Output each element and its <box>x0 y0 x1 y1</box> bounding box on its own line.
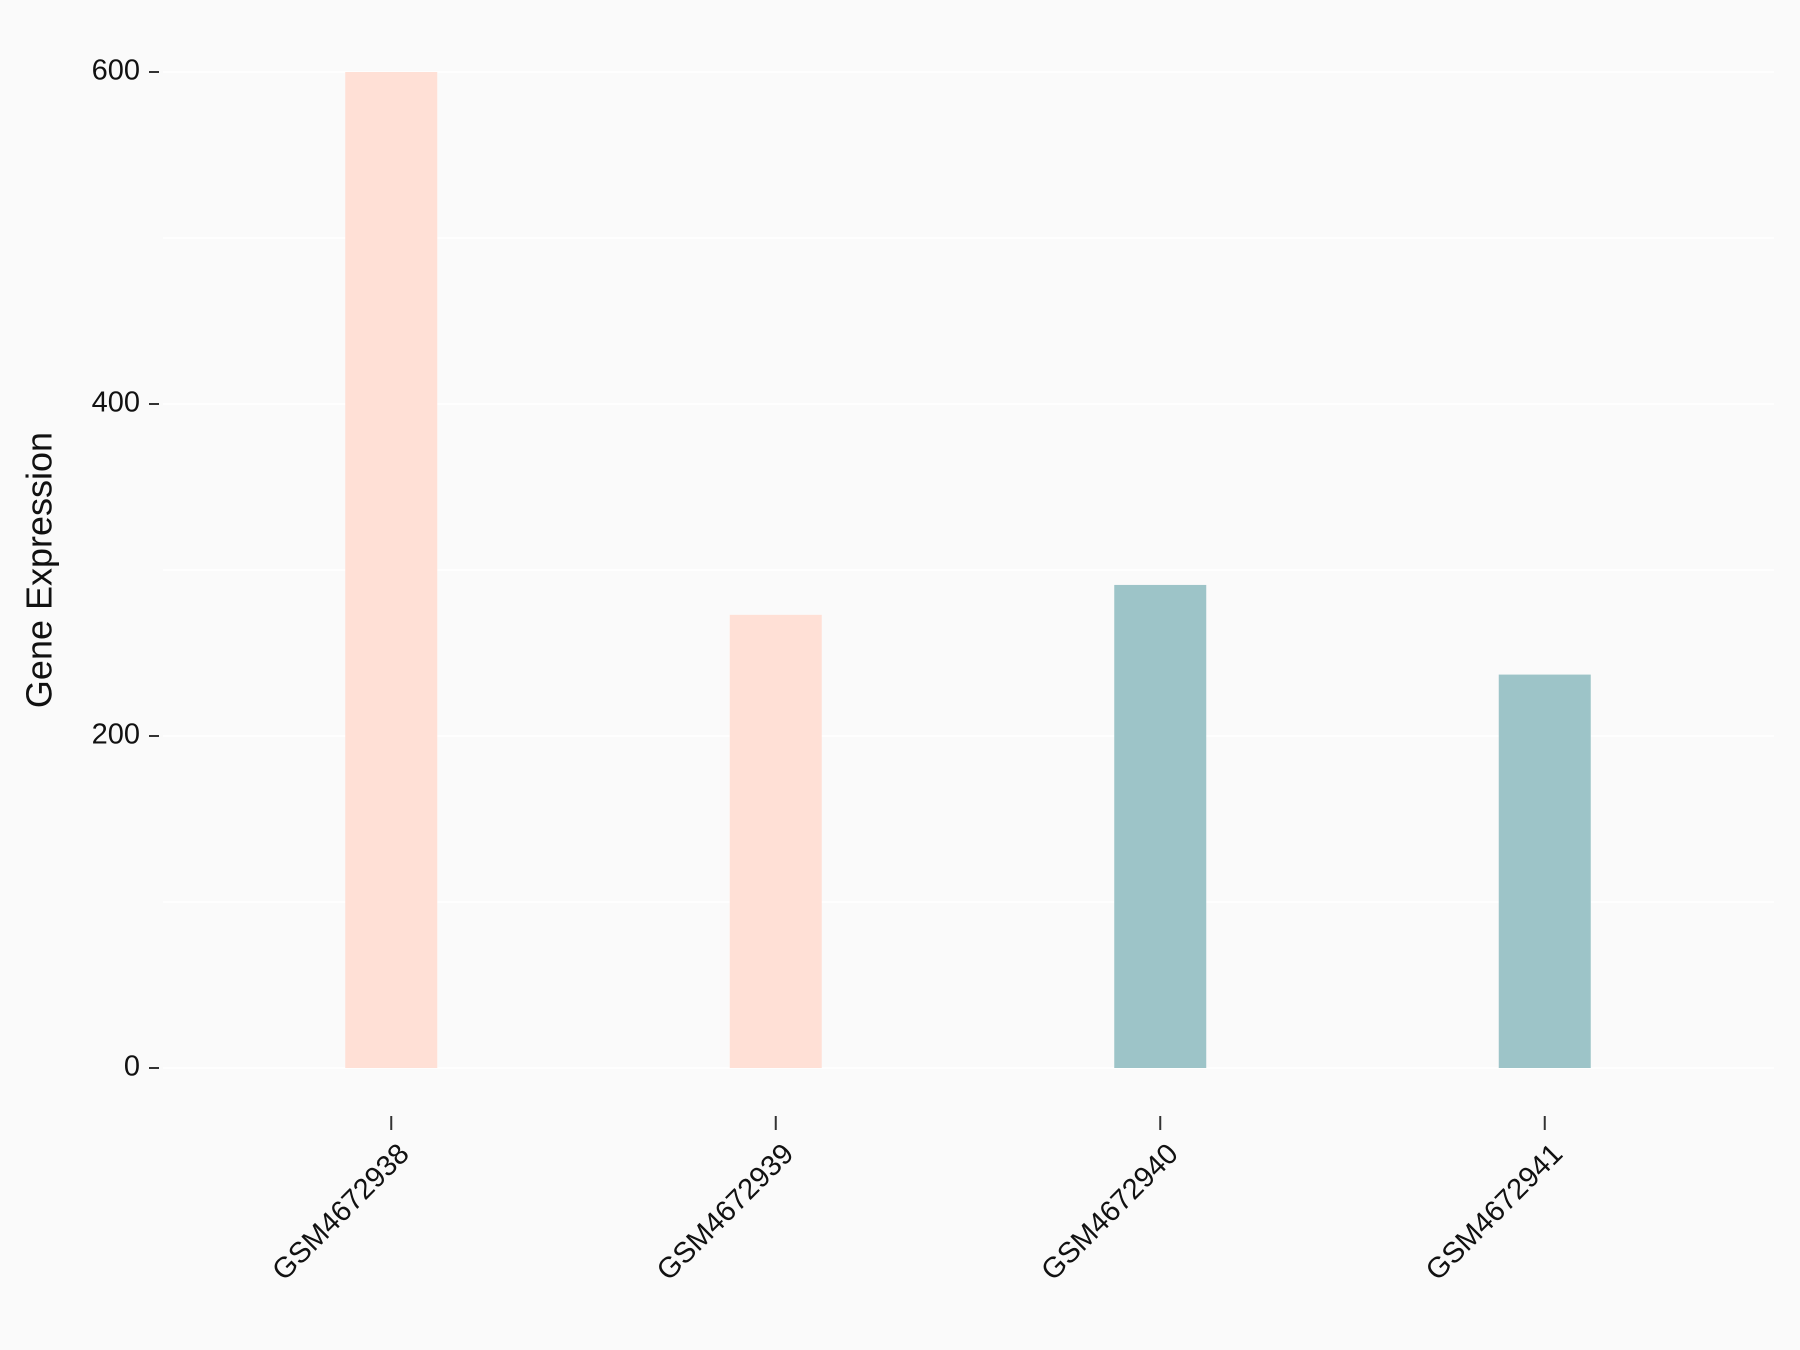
y-tick-label: 600 <box>92 55 140 87</box>
bar <box>345 72 438 1068</box>
y-tick-label: 200 <box>92 719 140 751</box>
y-tick-label: 400 <box>92 387 140 419</box>
bar <box>1498 674 1591 1068</box>
bar <box>1114 584 1207 1068</box>
y-axis-label: Gene Expression <box>19 432 60 708</box>
bar <box>729 614 822 1068</box>
y-tick-label: 0 <box>124 1051 140 1083</box>
